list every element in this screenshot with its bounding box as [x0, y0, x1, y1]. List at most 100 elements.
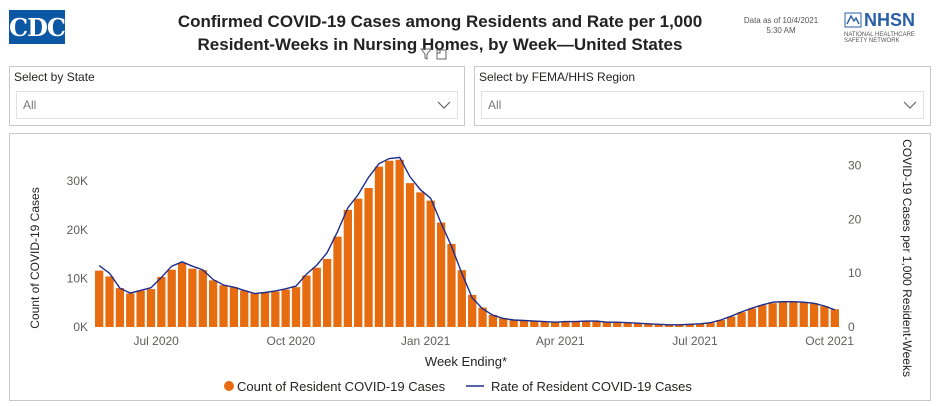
data-bar — [613, 322, 622, 327]
data-bar — [571, 321, 580, 327]
legend-bar-label: Count of Resident COVID-19 Cases — [237, 379, 446, 394]
data-bar — [385, 160, 394, 327]
data-bar — [747, 308, 757, 327]
region-dropdown[interactable]: All — [481, 91, 924, 119]
chevron-down-icon — [903, 101, 917, 109]
data-bar — [716, 319, 725, 327]
data-bar — [623, 322, 632, 327]
data-bar — [250, 293, 259, 327]
y2-tick-label: 20 — [848, 212, 862, 226]
filter-icon[interactable] — [419, 48, 448, 60]
data-bar — [167, 269, 176, 327]
x-tick-label: Oct 2021 — [805, 334, 854, 348]
page-title: Confirmed COVID-19 Cases among Residents… — [120, 10, 760, 56]
data-bar — [654, 324, 663, 327]
y-tick-label: 0K — [73, 320, 88, 334]
nhsn-logo: NHSN NATIONAL HEALTHCARE SAFETY NETWORK — [844, 10, 932, 46]
x-tick-label: Oct 2020 — [267, 334, 316, 348]
data-bar — [695, 323, 705, 327]
y-axis-label: Count of COVID-19 Cases — [28, 187, 42, 328]
data-bar — [519, 320, 529, 327]
data-bar — [260, 292, 270, 327]
data-bar — [302, 275, 311, 327]
data-bar — [312, 267, 321, 327]
data-bar — [830, 309, 839, 327]
region-dropdown-value: All — [488, 98, 502, 112]
y2-tick-label: 10 — [848, 266, 862, 280]
data-bar — [468, 294, 477, 327]
data-bar — [602, 321, 612, 327]
data-bar — [675, 324, 684, 327]
chart-container: 0K 10K 20K 30K 0 10 20 30 Jul 2020 Oct 2020 Jan … — [9, 133, 931, 401]
data-as-of: Data as of 10/4/2021 5:30 AM — [738, 16, 824, 36]
data-bar — [499, 318, 508, 327]
data-bar — [457, 270, 466, 327]
data-bar — [177, 262, 187, 327]
x-tick-label: Jul 2020 — [133, 334, 179, 348]
visual-header-icons — [419, 48, 448, 63]
data-bar — [540, 321, 549, 327]
legend-bar-marker — [224, 381, 234, 391]
y-tick-label: 10K — [67, 271, 88, 285]
title-line-2: Resident-Weeks in Nursing Homes, by Week… — [197, 35, 683, 54]
nhsn-emblem-icon — [844, 12, 862, 28]
data-bar — [644, 323, 653, 327]
y2-tick-label: 30 — [848, 158, 862, 172]
state-dropdown-value: All — [23, 98, 37, 112]
data-bar — [789, 301, 798, 327]
data-bar — [809, 303, 819, 327]
x-axis-label: Week Ending* — [425, 354, 507, 369]
title-line-1: Confirmed COVID-19 Cases among Residents… — [177, 12, 703, 31]
data-bar — [561, 321, 570, 327]
data-bar — [395, 159, 404, 327]
y2-axis-ticks: 0 10 20 30 — [848, 158, 862, 334]
nhsn-subtitle-line-1: NATIONAL HEALTHCARE — [844, 32, 915, 38]
data-bar — [478, 307, 487, 327]
legend-line-label: Rate of Resident COVID-19 Cases — [491, 379, 692, 394]
y-tick-label: 30K — [67, 174, 88, 188]
y2-tick-label: 0 — [848, 320, 855, 334]
data-bar — [426, 200, 435, 327]
state-slicer: Select by State All — [9, 66, 465, 126]
data-bar — [364, 187, 373, 327]
data-bar — [229, 287, 239, 327]
data-bar — [582, 320, 591, 327]
data-bar — [592, 321, 601, 327]
data-bar — [281, 289, 290, 327]
cdc-logo: CDC — [9, 10, 66, 44]
nhsn-logo-text: NHSN — [864, 10, 916, 30]
data-bar — [126, 293, 135, 327]
nhsn-logo-subtitle: NATIONAL HEALTHCARE SAFETY NETWORK — [844, 32, 932, 44]
data-bar — [778, 301, 788, 327]
data-bar — [633, 323, 643, 327]
x-tick-label: Apr 2021 — [536, 334, 585, 348]
data-bar — [799, 302, 808, 327]
data-bar — [136, 290, 145, 327]
data-bar — [322, 258, 332, 327]
data-as-of-time: 5:30 AM — [766, 26, 796, 35]
data-bar — [820, 306, 829, 327]
data-bar — [271, 291, 280, 327]
data-bar — [95, 270, 104, 327]
data-bar — [333, 236, 342, 327]
data-bar — [115, 288, 125, 327]
data-bar — [219, 285, 228, 327]
bar-series — [95, 159, 839, 327]
data-bar — [146, 289, 156, 327]
data-bar — [737, 312, 746, 327]
state-slicer-label: Select by State — [14, 70, 95, 84]
data-bar — [447, 243, 456, 327]
data-bar — [530, 320, 539, 327]
x-tick-label: Jul 2021 — [672, 334, 718, 348]
state-dropdown[interactable]: All — [16, 91, 458, 119]
y-axis-ticks: 0K 10K 20K 30K — [67, 174, 88, 334]
data-bar — [291, 287, 301, 327]
data-bar — [758, 305, 767, 327]
data-bar — [354, 198, 363, 327]
rate-line — [98, 156, 836, 326]
data-bar — [509, 319, 518, 327]
data-bar — [157, 276, 166, 327]
region-slicer-label: Select by FEMA/HHS Region — [479, 70, 636, 84]
x-tick-label: Jan 2021 — [401, 334, 451, 348]
data-as-of-date: Data as of 10/4/2021 — [743, 16, 819, 25]
